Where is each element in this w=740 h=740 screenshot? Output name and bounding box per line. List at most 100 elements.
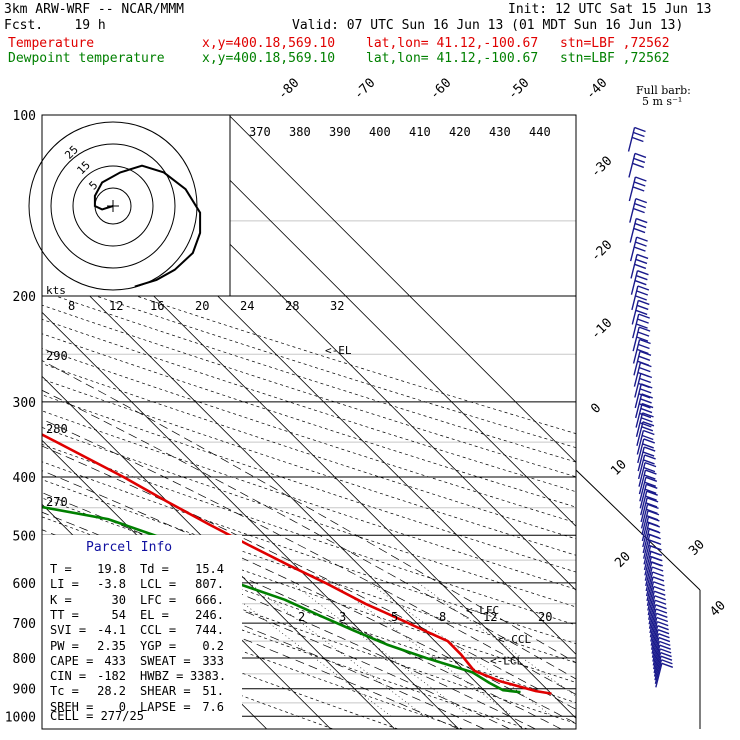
wind-barb: [649, 613, 658, 638]
level-marker: <-CCL: [498, 633, 531, 646]
wind-barb-flag: [653, 585, 666, 592]
wind-barb: [640, 497, 648, 523]
isotherm-label: -80: [275, 76, 302, 103]
wind-barb: [635, 412, 644, 438]
param-value: -182: [97, 669, 126, 684]
wind-barb-flag: [648, 522, 661, 528]
wind-barb-flag: [636, 336, 649, 342]
forecast-hour: Fcst. 19 h: [4, 18, 106, 33]
wind-barb-flag: [632, 162, 645, 169]
wind-barb-flag: [646, 490, 658, 496]
wind-barb-flag: [635, 241, 647, 247]
parcel-cell: CELL = 277/25: [50, 709, 144, 723]
wind-barb: [654, 659, 663, 684]
wind-barb-flag: [658, 633, 670, 639]
wind-barb: [646, 576, 654, 602]
wind-barb-flag: [641, 393, 653, 399]
moist-adiabat: [42, 389, 576, 680]
hodograph-frame: [41, 114, 231, 297]
param-name: SHEAR =: [140, 684, 191, 699]
isotherm-label: 30: [686, 537, 708, 559]
wind-barb-flag: [647, 503, 659, 510]
wind-barb: [637, 438, 645, 464]
mixing-ratio-label: 5: [391, 610, 398, 624]
level-marker: <-LFC: [466, 604, 499, 617]
wind-barb-flag: [651, 556, 663, 562]
theta-e-label: 420: [449, 125, 471, 139]
wind-barb-flag: [639, 377, 651, 384]
wind-barb-flag: [651, 566, 664, 572]
wind-barb-flag: [632, 186, 645, 192]
wind-barb-flag: [638, 313, 650, 319]
wind-barb-flag: [649, 534, 661, 540]
wind-barb-flag: [632, 136, 644, 143]
wind-barb-flag: [640, 361, 652, 368]
wind-barb-flag: [641, 402, 654, 409]
wind-barb-flag: [660, 655, 673, 661]
hodograph-units: kts: [46, 284, 66, 297]
wind-barb: [628, 153, 636, 178]
isotherm-label: -40: [583, 76, 610, 103]
mixing-ratio-label: 12: [109, 299, 123, 313]
param-value: 0.2: [202, 638, 224, 653]
mixing-ratio-line: [417, 582, 576, 697]
pressure-label: 200: [13, 290, 36, 305]
wind-barb-flag: [637, 331, 650, 337]
mixing-ratio-label: 8: [68, 299, 75, 313]
wind-barb: [647, 591, 655, 616]
wind-barb: [634, 383, 642, 409]
wind-barb-flag: [636, 304, 649, 311]
theta-e-label: 400: [369, 125, 391, 139]
wind-barb: [637, 446, 645, 472]
wind-barb: [642, 534, 651, 559]
param-name: SVI =: [50, 623, 87, 638]
wind-barb-flag: [644, 481, 657, 487]
wind-barb-flag: [651, 561, 663, 567]
param-name: T =: [50, 562, 72, 576]
wind-barb-flag: [639, 338, 651, 345]
wind-barb: [650, 621, 658, 646]
wind-barb-flag: [652, 576, 665, 582]
wind-barb-flag: [642, 443, 654, 449]
wind-barb-flag: [635, 258, 648, 265]
hodograph-trace: [93, 164, 202, 288]
wind-barb-flag: [650, 550, 663, 557]
mixing-ratio-label: 20: [195, 299, 209, 313]
wind-barb-flag: [635, 176, 647, 182]
theta-e-label: 410: [409, 125, 431, 139]
wind-barb: [629, 236, 638, 262]
param-name: CIN =: [50, 669, 87, 684]
param-value: 30: [111, 592, 126, 607]
pressure-label: 500: [13, 529, 36, 544]
isotherm-label: -60: [427, 76, 454, 103]
param-value: 3383.: [190, 669, 227, 684]
wind-barb-flag: [643, 459, 655, 465]
pressure-label: 100: [13, 109, 36, 124]
wind-barb-flag: [639, 388, 652, 394]
dry-adiabat: [42, 277, 576, 449]
wind-barb: [632, 326, 640, 352]
wind-barb-flag: [657, 625, 669, 631]
wind-barb: [633, 351, 641, 376]
moist-adiabat: [42, 360, 576, 664]
wind-barb-flag: [653, 581, 665, 587]
wind-barb: [639, 484, 647, 509]
wind-barb-flag: [644, 461, 657, 468]
wind-barb-flag: [643, 438, 656, 444]
param-name: EL =: [140, 607, 169, 622]
param-name: Tc =: [50, 684, 79, 699]
wind-barb-flag: [636, 253, 649, 260]
moist-adiabat: [42, 418, 576, 695]
wind-barb: [649, 608, 657, 634]
wind-barb: [645, 566, 653, 592]
mixing-ratio-line: [248, 582, 426, 717]
pressure-label: 400: [13, 471, 36, 486]
param-name: LCL =: [140, 577, 177, 592]
wind-barb: [627, 127, 636, 152]
isotherm-label: 10: [608, 457, 630, 479]
wind-barb-flag: [640, 398, 652, 404]
wind-barb-flag: [654, 595, 666, 601]
wind-barb-flag: [639, 366, 651, 373]
parcel-info-box: [42, 535, 242, 729]
